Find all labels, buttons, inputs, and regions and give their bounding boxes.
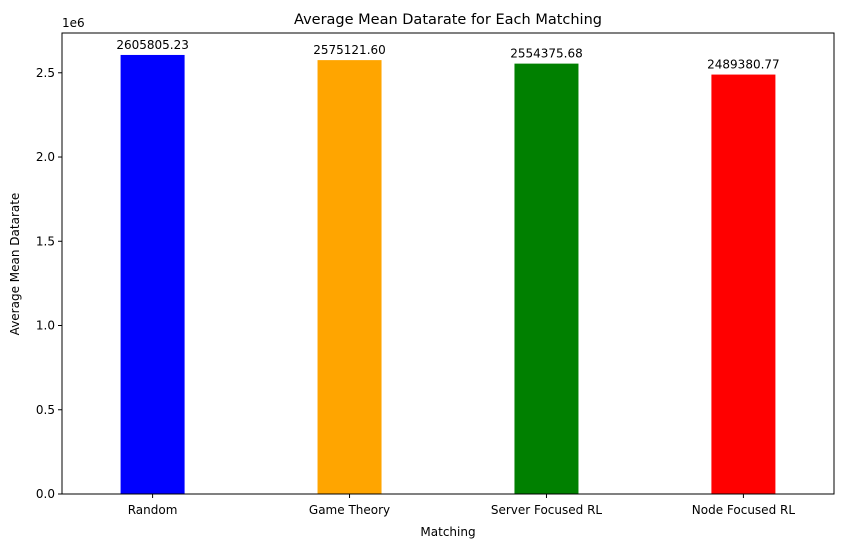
data-labels-group: 2605805.23 2575121.60 2554375.68 2489380.77 xyxy=(116,38,779,72)
y-axis-label: Average Mean Datarate xyxy=(8,193,22,336)
x-tick-label: Game Theory xyxy=(309,503,390,517)
y-tick-label: 1.0 xyxy=(36,319,55,333)
bar-server-focused-rl xyxy=(514,63,579,495)
x-tick-label: Random xyxy=(128,503,178,517)
data-label: 2489380.77 xyxy=(707,58,780,72)
x-axis-label: Matching xyxy=(420,525,475,539)
x-tick-label: Server Focused RL xyxy=(491,503,603,517)
bar-game-theory xyxy=(317,60,382,494)
chart-title: Average Mean Datarate for Each Matching xyxy=(294,12,602,28)
x-axis-ticks: Random Game Theory Server Focused RL Node F… xyxy=(128,494,796,517)
data-label: 2605805.23 xyxy=(116,38,189,52)
bar-node-focused-rl xyxy=(711,74,776,494)
y-tick-label: 2.5 xyxy=(36,66,55,80)
data-label: 2575121.60 xyxy=(313,43,386,57)
bar-random xyxy=(120,54,185,494)
y-axis-offset-label: 1e6 xyxy=(62,16,85,30)
bars-group xyxy=(120,54,776,495)
y-axis-ticks: 0.0 0.5 1.0 1.5 2.0 2.5 xyxy=(36,66,62,501)
plot-area-frame xyxy=(61,32,835,495)
y-tick-label: 1.5 xyxy=(36,234,55,248)
x-tick-label: Node Focused RL xyxy=(692,503,796,517)
y-tick-label: 0.5 xyxy=(36,403,55,417)
y-tick-label: 0.0 xyxy=(36,487,55,501)
y-tick-label: 2.0 xyxy=(36,150,55,164)
data-label: 2554375.68 xyxy=(510,47,583,61)
